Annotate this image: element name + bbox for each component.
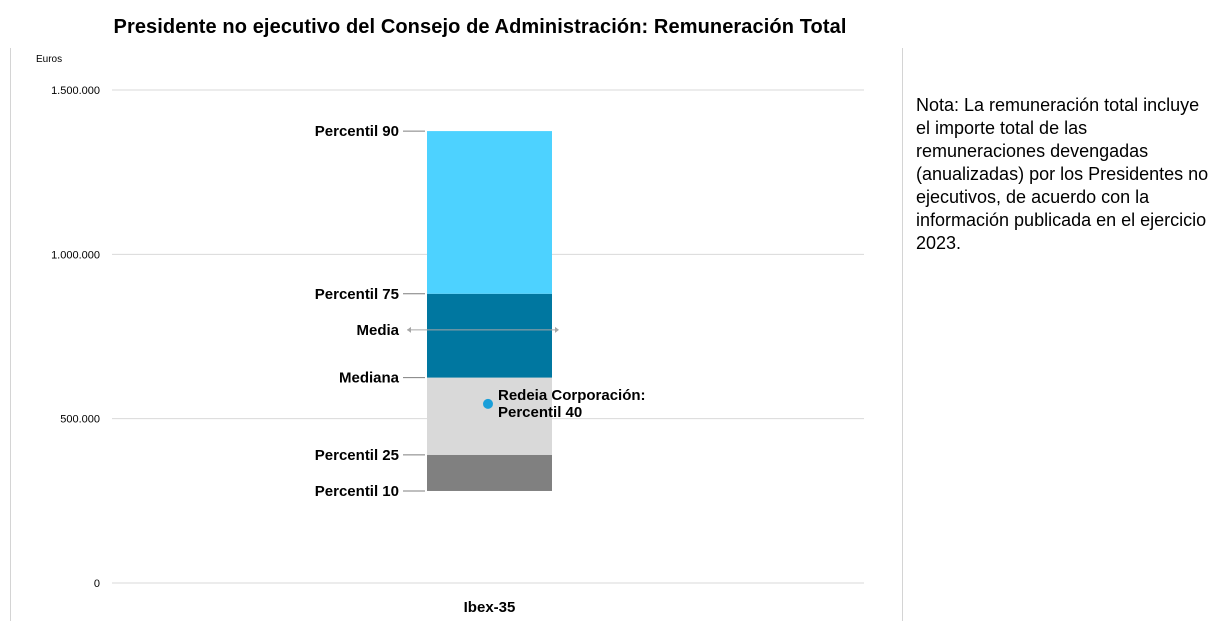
mean-line-arrow [407, 326, 411, 333]
company-marker [483, 398, 493, 409]
percentile-label: Percentil 75 [315, 286, 399, 303]
y-tick-label: 0 [94, 578, 100, 590]
bar-segment-2 [427, 377, 552, 455]
company-label-line1: Redeia Corporación: [498, 387, 646, 404]
y-tick-label: 1.000.000 [51, 249, 100, 261]
company-label-line2: Percentil 40 [498, 404, 582, 421]
bar-segment-4 [427, 131, 552, 294]
chart-title: Presidente no ejecutivo del Consejo de A… [113, 16, 847, 38]
percentile-label: Percentil 90 [315, 123, 399, 140]
percentile-label: Percentil 25 [315, 447, 399, 464]
percentile-label: Media [356, 322, 399, 339]
mean-line-arrow [555, 326, 559, 333]
chart-panel [10, 48, 903, 621]
percentile-label: Percentil 10 [315, 483, 399, 500]
bar-segment-1 [427, 454, 552, 491]
y-axis-unit-label: Euros [36, 54, 62, 65]
bar-segment-3 [427, 293, 552, 378]
y-tick-label: 500.000 [60, 414, 100, 426]
y-tick-label: 1.500.000 [51, 85, 100, 97]
x-category-label: Ibex-35 [464, 599, 516, 616]
chart-note: Nota: La remuneración total incluye el i… [916, 95, 1209, 253]
percentile-label: Mediana [339, 370, 400, 387]
